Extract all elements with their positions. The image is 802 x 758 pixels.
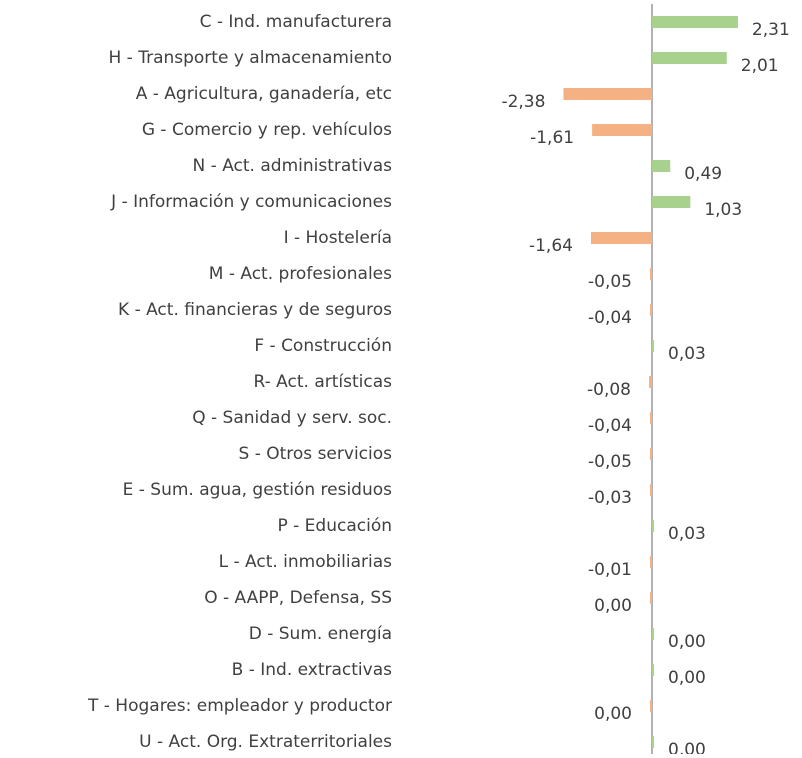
category-label: T - Hogares: empleador y productor: [87, 696, 392, 716]
category-label: P - Educación: [277, 516, 392, 536]
category-label: L - Act. inmobiliarias: [219, 552, 393, 572]
category-label: R- Act. artísticas: [254, 372, 393, 392]
bar: [650, 700, 652, 712]
category-label: E - Sum. agua, gestión residuos: [123, 480, 393, 500]
category-label: K - Act. financieras y de seguros: [118, 300, 392, 320]
value-label: -0,08: [587, 380, 631, 400]
bar: [652, 664, 654, 676]
value-label: 0,49: [684, 164, 722, 184]
bar: [652, 736, 654, 748]
category-label: I - Hostelería: [284, 228, 392, 248]
bar: [652, 160, 671, 172]
category-label: M - Act. profesionales: [209, 264, 392, 284]
bar: [563, 88, 652, 100]
category-label: O - AAPP, Defensa, SS: [204, 588, 392, 608]
bar: [649, 376, 652, 388]
value-label: 2,01: [741, 56, 779, 76]
value-label: -0,04: [588, 308, 632, 328]
bar: [652, 52, 727, 64]
category-label: F - Construcción: [254, 336, 392, 356]
bar: [650, 268, 652, 280]
value-label: -1,61: [530, 128, 574, 148]
value-label: 0,00: [668, 632, 706, 652]
category-label: G - Comercio y rep. vehículos: [142, 120, 392, 140]
bar: [592, 124, 652, 136]
value-label: -0,01: [588, 560, 632, 580]
category-label: U - Act. Org. Extraterritoriales: [139, 732, 392, 752]
category-label: Q - Sanidad y serv. soc.: [192, 408, 392, 428]
bar: [652, 628, 654, 640]
category-label: C - Ind. manufacturera: [200, 12, 392, 32]
value-label: -0,05: [588, 272, 632, 292]
bar: [590, 232, 652, 244]
category-label: J - Información y comunicaciones: [110, 192, 392, 212]
bar: [650, 484, 652, 496]
bar: [652, 16, 738, 28]
value-label: 0,03: [668, 524, 706, 544]
value-label: -0,04: [588, 416, 632, 436]
category-label: S - Otros servicios: [239, 444, 393, 464]
value-label: 0,03: [668, 344, 706, 364]
bar: [652, 196, 691, 208]
category-label: B - Ind. extractivas: [232, 660, 392, 680]
value-label: -1,64: [529, 236, 573, 256]
bar: [652, 520, 654, 532]
value-label: 0,00: [594, 704, 632, 724]
bar: [650, 592, 652, 604]
category-label: H - Transporte y almacenamiento: [108, 48, 392, 68]
bar: [650, 304, 652, 316]
value-label: -2,38: [501, 92, 545, 112]
value-label: 0,00: [668, 668, 706, 688]
value-label: 0,00: [594, 596, 632, 616]
value-label: 1,03: [704, 200, 742, 220]
value-label: -0,05: [588, 452, 632, 472]
value-label: 0,00: [668, 740, 706, 754]
category-label: A - Agricultura, ganadería, etc: [136, 84, 392, 104]
category-label: N - Act. administrativas: [193, 156, 393, 176]
bar: [650, 556, 652, 568]
value-label: -0,03: [588, 488, 632, 508]
bar: [650, 412, 652, 424]
bar: [652, 340, 654, 352]
category-label: D - Sum. energía: [249, 624, 392, 644]
value-label: 2,31: [752, 20, 790, 40]
bar: [650, 448, 652, 460]
